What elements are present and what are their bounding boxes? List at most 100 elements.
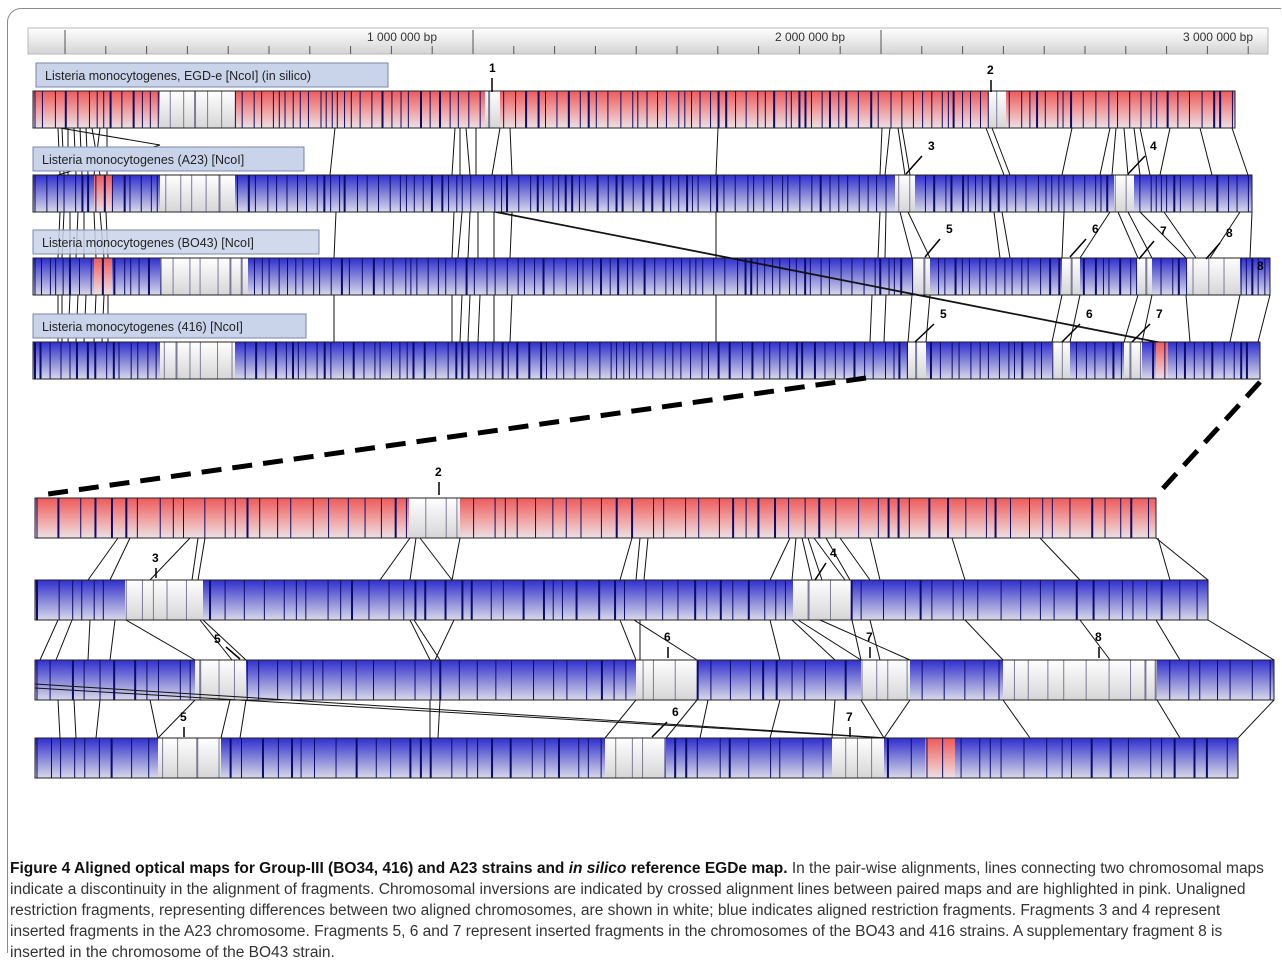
alignment-line xyxy=(477,294,481,343)
fragment-mark-6: 6 xyxy=(1069,222,1099,258)
inversion-region xyxy=(1156,342,1168,379)
map-bar-fill xyxy=(35,580,1208,620)
fragment-number: 8 xyxy=(1257,259,1264,273)
zoom-connector-left xyxy=(47,375,867,497)
zoom-bar-416 xyxy=(34,737,1239,779)
fragment-number: 7 xyxy=(866,630,873,644)
alignment-line xyxy=(1229,294,1241,343)
map-label-box xyxy=(32,146,305,172)
alignment-line xyxy=(413,619,441,661)
map-label-egde: Listeria monocytogenes, EGD-e [NcoI] (in… xyxy=(35,62,389,88)
zoom-fragment-mark-7b: 7 xyxy=(846,710,853,737)
map-label-bo43: Listeria monocytogenes (BO43) [NcoI] xyxy=(32,229,320,255)
map-label-box xyxy=(35,62,389,88)
unaligned-fragment xyxy=(160,342,235,379)
zoom-fragment-mark-7: 7 xyxy=(866,630,873,658)
inversion-region xyxy=(925,738,955,778)
alignment-line xyxy=(819,619,911,661)
alignment-line xyxy=(1039,537,1081,581)
unaligned-fragment xyxy=(485,91,500,128)
alignment-line xyxy=(883,699,911,739)
alignment-line xyxy=(869,294,873,343)
alignment-line xyxy=(769,537,791,581)
alignment-line xyxy=(434,619,455,661)
alignment-line xyxy=(451,537,461,581)
caption-title-part2: reference EGDe map. xyxy=(626,860,788,877)
map-label-a23: Listeria monocytogenes (A23) [NcoI] xyxy=(32,146,305,172)
fragment-tick xyxy=(914,323,935,343)
alignment-line xyxy=(899,211,913,259)
alignment-line xyxy=(109,537,131,581)
alignment-line xyxy=(55,619,73,661)
alignment-line xyxy=(419,537,453,581)
map-bar-outline xyxy=(32,90,1236,129)
map-label-text: Listeria monocytogenes (416) [NcoI] xyxy=(42,320,243,334)
alignment-line xyxy=(699,699,709,739)
alignment-line xyxy=(831,699,836,739)
alignment-line xyxy=(451,127,456,176)
fragment-number: 3 xyxy=(928,139,935,153)
alignment-line xyxy=(897,127,906,176)
unaligned-fragment xyxy=(832,738,884,778)
map-label-box xyxy=(32,313,307,339)
inversion-line xyxy=(34,687,885,739)
alignment-line xyxy=(879,127,883,176)
alignment-line xyxy=(1099,127,1111,176)
map-bar-outline xyxy=(34,497,1157,539)
inversion-line xyxy=(497,211,1160,343)
alignment-line xyxy=(451,211,455,259)
alignment-line xyxy=(869,619,881,661)
fragment-tick xyxy=(1205,242,1221,260)
alignment-line xyxy=(1139,127,1151,176)
alignment-line xyxy=(1123,127,1129,176)
unaligned-fragment xyxy=(912,258,930,295)
fragment-number: 6 xyxy=(672,705,679,719)
alignment-line xyxy=(1061,127,1073,176)
fragment-tick xyxy=(1127,155,1146,175)
fragment-marks-zoom: 2 3 4 5 6 7 8 5 6 7 xyxy=(152,465,1102,738)
alignment-line xyxy=(459,294,463,343)
ruler-ticks xyxy=(64,30,1249,54)
alignment-line xyxy=(457,211,463,259)
unaligned-fragment xyxy=(1186,258,1240,295)
caption-title-part1: Figure 4 Aligned optical maps for Group-… xyxy=(10,860,569,877)
alignment-line xyxy=(191,537,199,581)
unaligned-fragment xyxy=(160,91,235,128)
fragment-number: 5 xyxy=(180,710,187,724)
unaligned-fragment xyxy=(605,738,666,778)
alignment-line xyxy=(633,619,698,661)
alignment-line xyxy=(951,537,966,581)
fragment-mark-8: 8 xyxy=(1205,226,1233,260)
fragment-mark-8b: 8 xyxy=(1257,259,1264,273)
alignment-line xyxy=(883,294,887,343)
fragment-number: 8 xyxy=(1226,226,1233,240)
alignment-line xyxy=(1156,699,1181,739)
ruler-label-3mb: 3 000 000 bp xyxy=(1183,30,1253,44)
fragment-number: 1 xyxy=(489,61,496,75)
alignment-line xyxy=(769,619,781,661)
map-bar-outline xyxy=(32,257,1271,296)
fragment-tick xyxy=(651,721,668,738)
map-bar-bo43 xyxy=(32,257,1271,296)
map-bar-outline xyxy=(32,341,1261,380)
fragment-number: 4 xyxy=(830,546,837,560)
alignment-line xyxy=(199,619,233,661)
map-bar-outline xyxy=(34,579,1209,621)
alignment-line xyxy=(197,537,206,581)
alignment-line xyxy=(797,619,862,661)
alignment-line xyxy=(839,537,871,581)
alignment-line xyxy=(73,699,77,739)
alignment-line xyxy=(643,537,649,581)
alignment-line xyxy=(1185,294,1191,343)
ruler-label-1mb: 1 000 000 bp xyxy=(367,30,437,44)
figure-caption: Figure 4 Aligned optical maps for Group-… xyxy=(10,858,1278,963)
alignment-line xyxy=(467,211,471,259)
alignment-line xyxy=(491,127,501,176)
fragment-mark-5: 5 xyxy=(924,222,953,258)
inversion-line xyxy=(59,127,161,146)
alignment-line xyxy=(991,127,1011,176)
unaligned-fragment xyxy=(409,498,460,538)
alignment-line xyxy=(1163,211,1197,259)
alignment-line xyxy=(769,699,781,739)
unaligned-fragment xyxy=(895,175,915,212)
